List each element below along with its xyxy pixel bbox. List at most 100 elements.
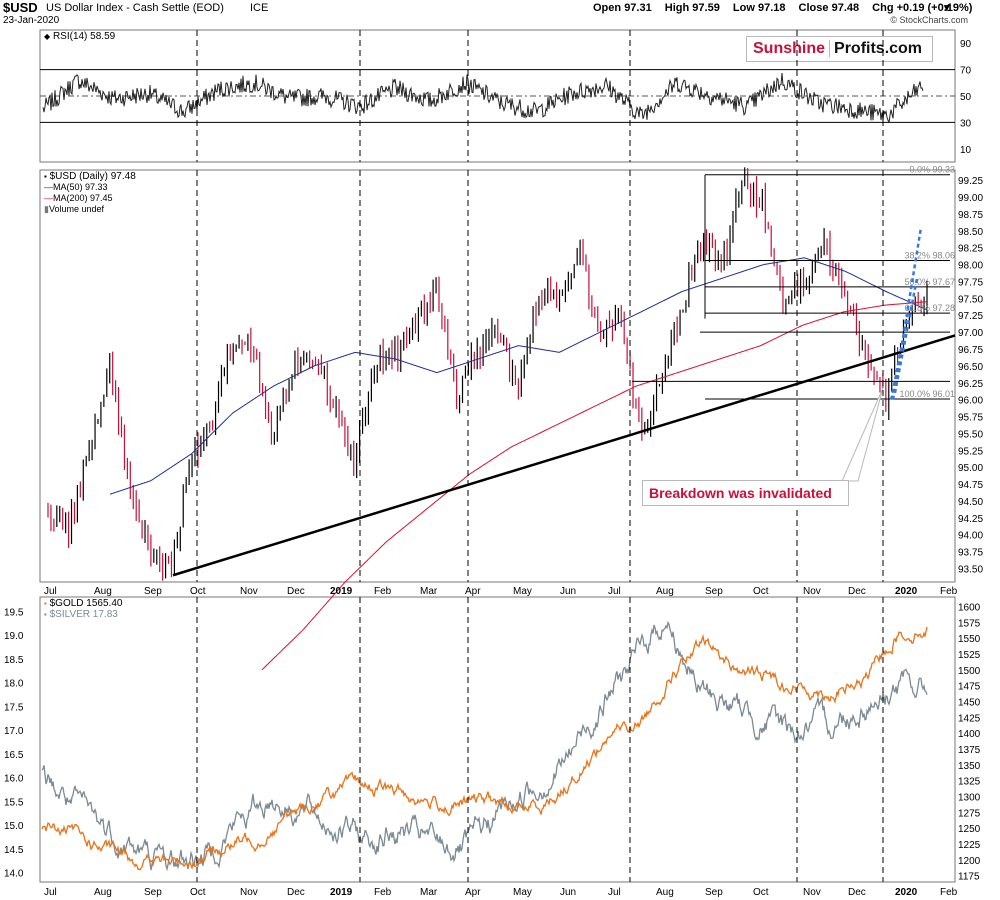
gold-axis-tick: 1475 xyxy=(958,682,981,693)
usd-date-label: Jul xyxy=(44,586,57,597)
gold-legend: ▪ $GOLD 1565.40 xyxy=(44,598,123,609)
usd-axis-tick: 96.50 xyxy=(958,362,983,373)
gold-date-label: Aug xyxy=(656,887,674,898)
usd-legend-price: ▪ $USD (Daily) 97.48 xyxy=(44,171,136,182)
usd-axis-tick: 93.50 xyxy=(958,564,983,575)
silver-axis-tick: 15.0 xyxy=(4,821,24,832)
fibonacci-label: 38.2% 98.06 xyxy=(904,251,955,261)
exchange-label: ICE xyxy=(250,2,269,14)
usd-date-label: Feb xyxy=(374,586,392,597)
usd-axis-tick: 93.75 xyxy=(958,548,983,559)
settings-icon[interactable]: ▾ xyxy=(944,2,950,14)
silver-axis-tick: 17.0 xyxy=(4,726,24,737)
gold-axis-tick: 1525 xyxy=(958,650,981,661)
gold-date-label: Nov xyxy=(803,887,821,898)
usd-date-label: Oct xyxy=(753,586,769,597)
rsi-axis-tick: 30 xyxy=(960,118,972,129)
usd-date-label: Sep xyxy=(705,586,723,597)
usd-date-label: Mar xyxy=(420,586,438,597)
breakdown-annotation: Breakdown was invalidated xyxy=(642,480,849,506)
silver-legend-text: $SILVER 17.83 xyxy=(49,609,118,620)
gold-legend-text: $GOLD 1565.40 xyxy=(49,598,123,609)
gold-silver-panel xyxy=(39,596,956,883)
ticker-symbol: $USD xyxy=(3,0,38,15)
open-value: 97.31 xyxy=(624,2,652,14)
gold-silver-legend: ▪ $GOLD 1565.40 ▪ $SILVER 17.83 xyxy=(44,598,122,620)
usd-axis-tick: 98.25 xyxy=(958,244,983,255)
gold-date-label: Dec xyxy=(848,887,866,898)
sunshine-profits-logo: Sunshine Profits.com xyxy=(746,36,934,62)
silver-axis-tick: 18.0 xyxy=(4,679,24,690)
silver-axis-tick: 16.0 xyxy=(4,774,24,785)
gold-date-label: 2019 xyxy=(330,887,353,898)
ohlc-summary: Open 97.31 High 97.59 Low 97.18 Close 97… xyxy=(593,2,972,14)
high-label: High xyxy=(664,2,690,14)
rsi-legend-marker: ◆ xyxy=(44,32,51,41)
silver-axis-tick: 15.5 xyxy=(4,797,24,808)
usd-axis-tick: 96.75 xyxy=(958,345,983,356)
usd-date-label: Oct xyxy=(190,586,206,597)
gold-axis-tick: 1325 xyxy=(958,777,981,788)
usd-date-label: Nov xyxy=(240,586,258,597)
fibonacci-label: 0.0% 99.33 xyxy=(909,165,955,175)
fibonacci-label: 100.0% 96.01 xyxy=(899,389,955,399)
gold-axis-tick: 1600 xyxy=(958,603,981,614)
stockcharts-watermark: © StockCharts.com xyxy=(890,15,968,25)
usd-axis-tick: 97.50 xyxy=(958,294,983,305)
gold-date-label: Dec xyxy=(287,887,305,898)
usd-date-label: Apr xyxy=(465,586,481,597)
close-label: Close xyxy=(798,2,829,14)
usd-legend-price-text: $USD (Daily) 97.48 xyxy=(49,171,136,182)
usd-date-label: Jul xyxy=(608,586,621,597)
gold-date-label: Jun xyxy=(560,887,576,898)
usd-axis-tick: 95.50 xyxy=(958,429,983,440)
gold-date-label: 2020 xyxy=(895,887,918,898)
gold-line xyxy=(41,626,928,871)
change-label: Chg xyxy=(872,2,894,14)
usd-date-label: Feb xyxy=(940,586,958,597)
gold-date-label: Sep xyxy=(144,887,162,898)
usd-axis-tick: 97.75 xyxy=(958,277,983,288)
gold-axis-tick: 1375 xyxy=(958,745,981,756)
usd-axis-tick: 98.75 xyxy=(958,210,983,221)
chart-date: 23-Jan-2020 xyxy=(3,15,60,26)
gold-axis-tick: 1350 xyxy=(958,761,981,772)
gold-date-label: Nov xyxy=(240,887,258,898)
support-trendline xyxy=(172,334,956,577)
usd-axis-tick: 98.00 xyxy=(958,261,983,272)
gold-date-label: May xyxy=(513,887,532,898)
usd-date-label: Aug xyxy=(94,586,112,597)
logo-sunshine: Sunshine xyxy=(753,40,826,57)
logo-profits: Profits.com xyxy=(829,40,923,57)
gold-axis-tick: 1200 xyxy=(958,856,981,867)
fibonacci-label: 61.8% 97.28 xyxy=(904,303,955,313)
gold-axis-tick: 1450 xyxy=(958,698,981,709)
silver-axis-tick: 14.5 xyxy=(4,845,24,856)
rsi-title: RSI(14) 58.59 xyxy=(52,31,116,42)
gold-axis-tick: 1425 xyxy=(958,713,981,724)
usd-legend-ma50-text: MA(50) 97.33 xyxy=(53,182,108,192)
gold-date-label: Jul xyxy=(608,887,621,898)
usd-legend-volume: ▮Volume undef xyxy=(44,204,104,214)
annotation-pointer xyxy=(841,387,884,482)
close-value: 97.48 xyxy=(831,2,860,14)
fibonacci-label: 50.0% 97.67 xyxy=(904,277,955,287)
silver-axis-tick: 16.5 xyxy=(4,750,24,761)
usd-axis-tick: 98.50 xyxy=(958,227,983,238)
projection-line xyxy=(890,311,909,400)
gold-axis-tick: 1575 xyxy=(958,618,981,629)
silver-axis-tick: 17.5 xyxy=(4,702,24,713)
usd-axis-tick: 99.25 xyxy=(958,176,983,187)
ticker-description: US Dollar Index - Cash Settle (EOD) xyxy=(46,2,224,14)
gold-axis-tick: 1275 xyxy=(958,808,981,819)
projection-line xyxy=(893,277,919,394)
rsi-line xyxy=(42,72,924,124)
usd-panel xyxy=(39,169,956,583)
silver-axis-tick: 19.0 xyxy=(4,631,24,642)
usd-legend-ma50: —MA(50) 97.33 xyxy=(44,182,108,192)
high-value: 97.59 xyxy=(692,2,720,14)
gold-date-label: Oct xyxy=(190,887,206,898)
gold-date-label: Apr xyxy=(465,887,481,898)
